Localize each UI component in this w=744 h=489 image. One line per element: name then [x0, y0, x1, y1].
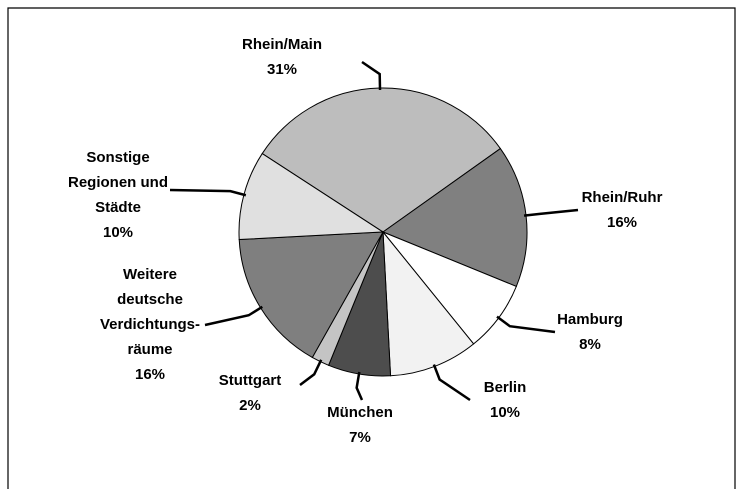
frame — [7, 7, 736, 489]
label-line: Berlin — [484, 379, 527, 396]
leader-line — [361, 60, 382, 91]
label-line: Verdichtungs- — [100, 316, 200, 333]
value-label: 10% — [103, 224, 133, 241]
label-line: Rhein/Ruhr — [582, 189, 663, 206]
label-line: räume — [127, 341, 172, 358]
leader-line — [523, 208, 579, 217]
slice-label: Rhein/Main — [242, 36, 322, 53]
label-line: Hamburg — [557, 311, 623, 328]
leader-line — [169, 188, 247, 197]
label-line: Sonstige — [86, 149, 149, 166]
label-line: Regionen und — [68, 174, 168, 191]
leader-line — [496, 315, 556, 334]
value-label: 8% — [579, 336, 601, 353]
label-line: Rhein/Main — [242, 36, 322, 53]
value-label: 16% — [607, 214, 637, 231]
value-label: 31% — [267, 61, 297, 78]
label-line: Stuttgart — [219, 372, 282, 389]
label-line: Städte — [95, 199, 141, 216]
leader-line — [432, 364, 471, 402]
slice-label: Sonstige Regionen und Städte — [68, 149, 168, 216]
label-line: München — [327, 404, 393, 421]
value-label: 10% — [490, 404, 520, 421]
slice-label: Weitere deutsche Verdichtungs-räume — [100, 266, 200, 358]
label-line: Weitere — [123, 266, 177, 283]
slice-label: Stuttgart — [219, 372, 282, 389]
slice-label: Hamburg — [557, 311, 623, 328]
value-label: 7% — [349, 429, 371, 446]
value-label: 2% — [239, 397, 261, 414]
leader-line — [204, 305, 263, 327]
slice-label: Rhein/Ruhr — [582, 189, 663, 206]
slice-label: München — [327, 404, 393, 421]
leader-line — [299, 359, 323, 386]
label-line: deutsche — [117, 291, 183, 308]
leader-line — [355, 371, 364, 401]
value-label: 16% — [135, 366, 165, 383]
slice-label: Berlin — [484, 379, 527, 396]
